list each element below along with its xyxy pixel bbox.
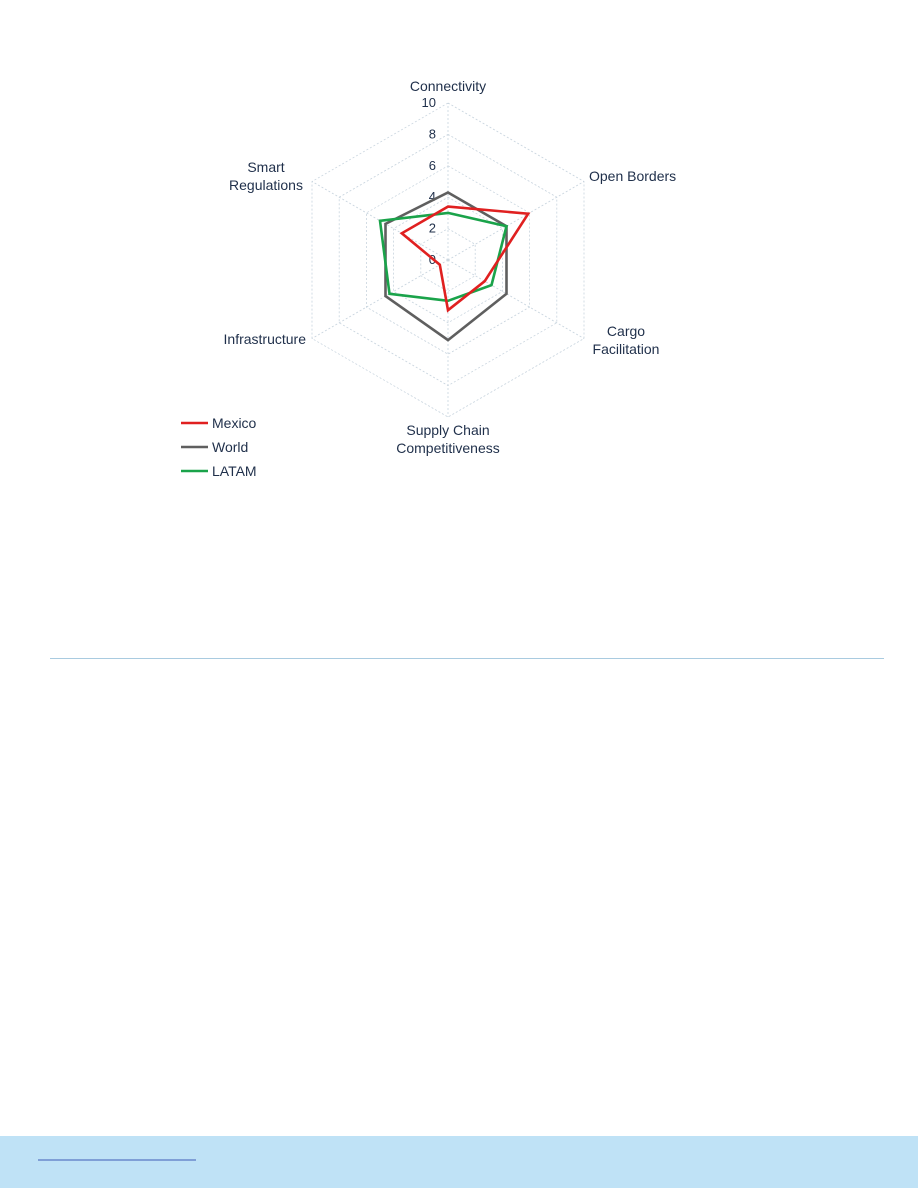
legend-label-mexico: Mexico	[212, 415, 257, 431]
axis-label: Supply Chain Competitiveness	[396, 422, 500, 456]
tick-label: 4	[429, 189, 436, 204]
legend-label-latam: LATAM	[212, 463, 257, 479]
tick-label: 10	[422, 95, 436, 110]
axis-label: Smart Regulations	[229, 159, 303, 193]
axis-spoke	[447, 181, 585, 261]
axis-label: Infrastructure	[224, 331, 307, 347]
axis-spoke	[447, 259, 585, 339]
tick-label: 2	[429, 221, 436, 236]
footer-band	[0, 1136, 918, 1188]
legend-label-world: World	[212, 439, 248, 455]
axis-label: Open Borders	[589, 168, 676, 184]
footer-rule	[38, 1159, 196, 1161]
series-line-mexico	[399, 205, 531, 313]
axis-labels: Connectivity Open Borders Cargo Facilitatio…	[224, 78, 677, 456]
legend: Mexico World LATAM	[181, 415, 257, 479]
tick-label: 8	[429, 126, 436, 141]
radar-spokes	[311, 103, 585, 417]
series-line-latam	[378, 211, 509, 303]
axis-label: Cargo Facilitation	[593, 323, 660, 357]
axis-label: Connectivity	[410, 78, 486, 94]
tick-label: 6	[429, 158, 436, 173]
section-divider	[50, 658, 884, 659]
radar-chart: 0 2 4 6 8 10 Connectivity Open Borders Cargo Fac…	[0, 0, 918, 520]
grid-ring	[393, 196, 503, 324]
data-series	[378, 191, 531, 342]
series-line-world	[384, 191, 508, 342]
grid-ring	[420, 228, 476, 292]
